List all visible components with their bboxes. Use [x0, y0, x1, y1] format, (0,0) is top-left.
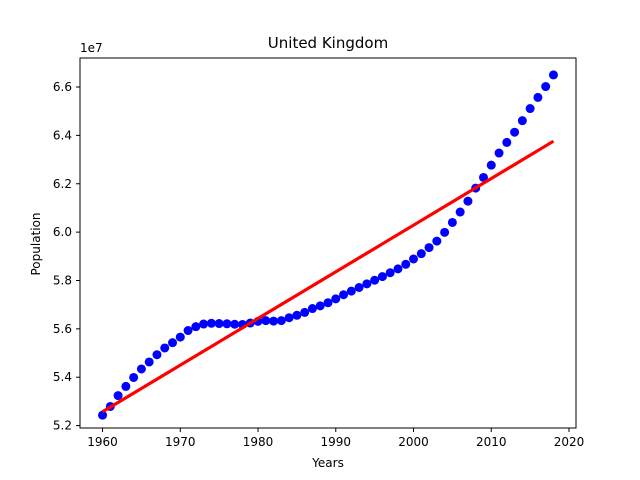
data-point [222, 319, 232, 329]
data-point [486, 160, 496, 170]
data-point [440, 227, 450, 237]
data-point [160, 343, 170, 353]
data-point [144, 357, 154, 367]
x-tick-label: 1980 [243, 435, 274, 449]
x-tick-label: 1960 [87, 435, 118, 449]
data-point [98, 410, 108, 420]
y-axis-offset-text: 1e7 [80, 41, 103, 55]
data-point [541, 82, 551, 92]
x-tick-label: 1990 [321, 435, 352, 449]
data-point [424, 243, 434, 253]
data-point [517, 116, 527, 126]
y-tick-label: 5.2 [53, 419, 72, 433]
data-point [370, 275, 380, 285]
data-point [525, 104, 535, 114]
data-point [183, 326, 193, 336]
x-tick-label: 2010 [476, 435, 507, 449]
data-point [121, 381, 131, 391]
data-point [432, 236, 442, 246]
data-point [191, 322, 201, 332]
data-point [502, 137, 512, 147]
data-point [339, 290, 349, 300]
data-point [455, 207, 465, 217]
data-point [292, 310, 302, 320]
x-tick-label: 2020 [554, 435, 585, 449]
y-tick-label: 6.2 [53, 177, 72, 191]
x-tick-label: 1970 [165, 435, 196, 449]
data-point [315, 301, 325, 311]
data-point [323, 298, 333, 308]
data-point [401, 259, 411, 269]
plot-area: 1960 1970 1980 1990 2000 2010 2020 5.2 5.4 5.6 5.8… [53, 57, 585, 449]
data-point [129, 372, 139, 382]
data-point [377, 272, 387, 282]
data-point [533, 92, 543, 102]
y-tick-label: 6.0 [53, 225, 72, 239]
data-point [269, 316, 279, 326]
data-point [307, 304, 317, 314]
data-point [214, 319, 224, 329]
y-tick-label: 5.6 [53, 322, 72, 336]
data-point [168, 338, 178, 348]
data-point [393, 264, 403, 274]
data-point [261, 316, 271, 326]
data-point [230, 319, 240, 329]
data-point [346, 286, 356, 296]
data-point [331, 294, 341, 304]
x-axis-label: Years [311, 456, 344, 470]
data-point [385, 268, 395, 278]
data-point [276, 316, 286, 326]
axes-frame [79, 57, 577, 429]
data-point [206, 318, 216, 328]
data-point [152, 350, 162, 360]
data-point [362, 279, 372, 289]
y-axis-label: Population [29, 212, 43, 275]
data-point [175, 332, 185, 342]
data-point [284, 313, 294, 323]
x-tick-label: 2000 [398, 435, 429, 449]
fit-line [101, 139, 555, 414]
data-point [300, 307, 310, 317]
y-tick-label: 5.8 [53, 273, 72, 287]
data-point [447, 217, 457, 227]
data-point [494, 148, 504, 158]
chart-title: United Kingdom [268, 34, 388, 52]
data-point [463, 196, 473, 206]
data-point [548, 70, 558, 80]
data-point [478, 172, 488, 182]
data-point [510, 127, 520, 137]
data-point [416, 249, 426, 259]
y-tick-label: 5.4 [53, 370, 72, 384]
y-tick-label: 6.6 [53, 80, 72, 94]
y-tick-label: 6.4 [53, 128, 72, 142]
data-point [136, 364, 146, 374]
data-point [199, 319, 209, 329]
data-point [354, 282, 364, 292]
data-point [409, 254, 419, 264]
data-point [113, 391, 123, 401]
